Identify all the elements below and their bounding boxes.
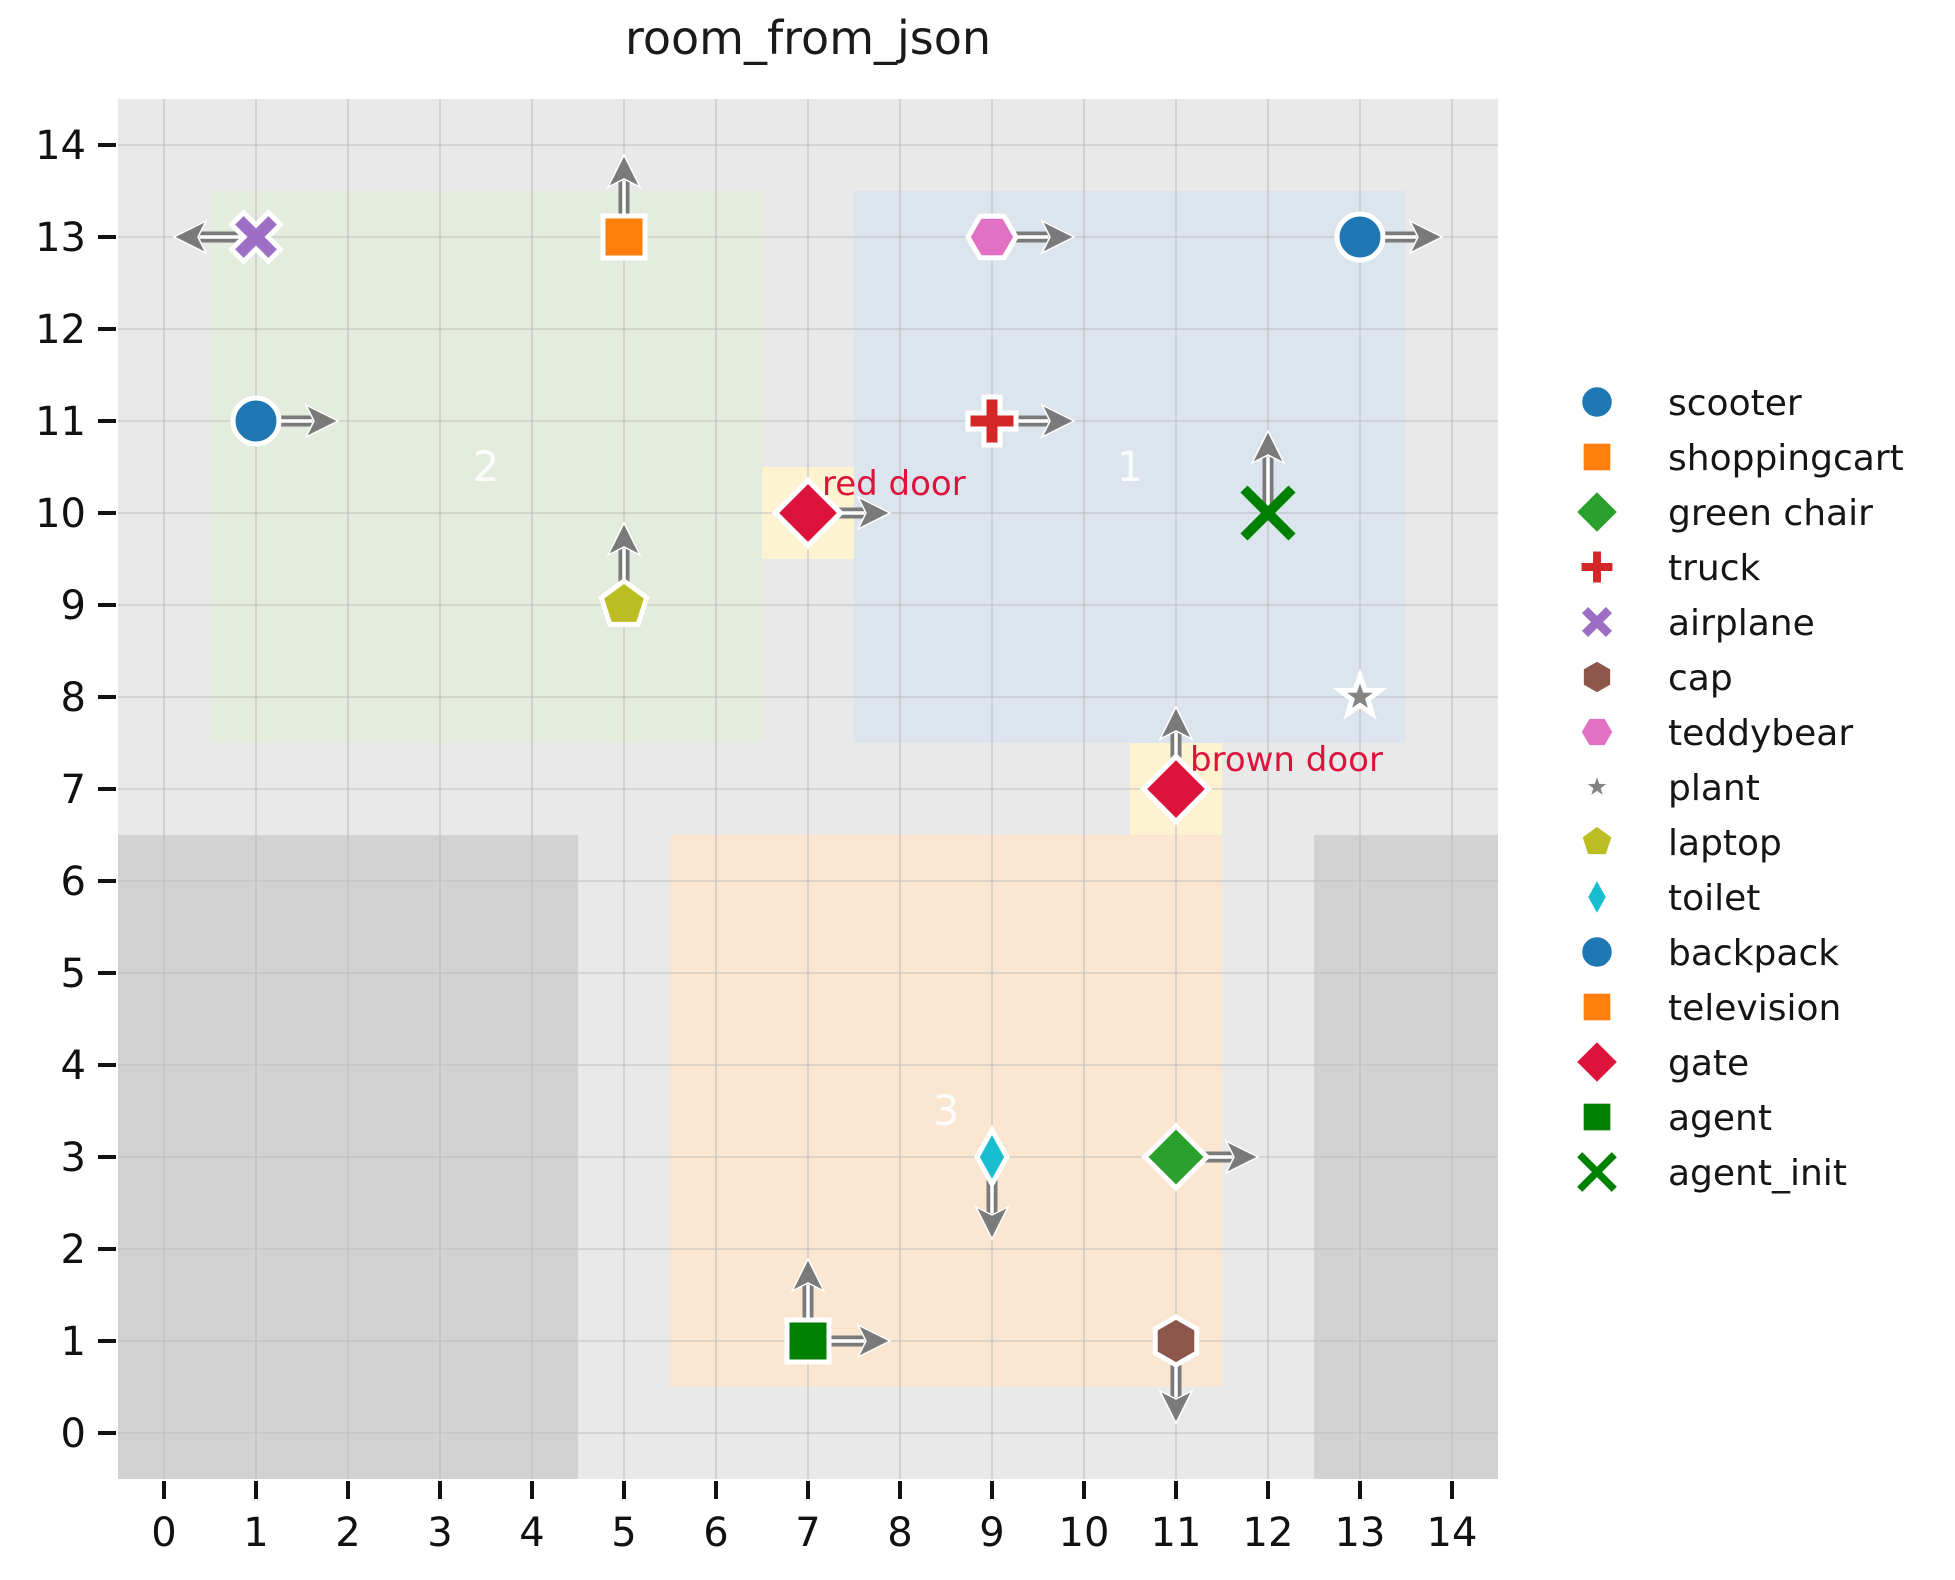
legend-marker-gate <box>1572 1037 1622 1087</box>
room-3-label: 3 <box>933 1086 960 1135</box>
y-tick-label-4: 4 <box>61 1043 86 1089</box>
room-3-area <box>670 835 1222 1387</box>
green-chair-marker <box>1141 1122 1211 1192</box>
legend-label-gate: gate <box>1668 1043 1749 1084</box>
x-tick-label-1: 1 <box>243 1510 268 1556</box>
cap-marker <box>1152 1314 1200 1368</box>
y-tick-label-10: 10 <box>35 491 86 537</box>
red-door-marker <box>771 476 845 550</box>
y-tick-label-6: 6 <box>61 859 86 905</box>
legend-marker-truck <box>1577 547 1617 587</box>
room-2-area <box>210 191 762 743</box>
y-tick-label-3: 3 <box>61 1135 86 1181</box>
plant-marker <box>1332 668 1388 721</box>
legend-label-toilet: toilet <box>1668 878 1760 919</box>
y-tick-label-13: 13 <box>35 215 86 261</box>
x-tick-label-5: 5 <box>611 1510 636 1556</box>
legend-label-laptop: laptop <box>1668 823 1782 864</box>
scooter-marker <box>230 395 282 447</box>
toilet-marker <box>974 1124 1010 1190</box>
legend-marker-plant <box>1577 766 1617 804</box>
legend-marker-toilet <box>1584 873 1610 921</box>
x-tick-label-14: 14 <box>1427 1510 1478 1556</box>
x-tick-label-6: 6 <box>703 1510 728 1556</box>
legend-marker-television <box>1580 990 1614 1024</box>
legend-label-backpack: backpack <box>1668 933 1839 974</box>
y-tick-label-8: 8 <box>61 675 86 721</box>
legend-marker-scooter <box>1578 383 1616 421</box>
backpack-marker <box>1334 211 1386 263</box>
legend-marker-shoppingcart <box>1580 440 1614 474</box>
x-tick-label-0: 0 <box>151 1510 176 1556</box>
room-2-label: 2 <box>473 442 500 491</box>
y-tick-label-9: 9 <box>61 583 86 629</box>
legend-label-plant: plant <box>1668 768 1760 809</box>
room-1-area <box>854 191 1406 743</box>
agent-marker <box>784 1317 832 1365</box>
x-tick-label-10: 10 <box>1059 1510 1110 1556</box>
legend-label-green-chair: green chair <box>1668 493 1873 534</box>
legend-label-airplane: airplane <box>1668 603 1815 644</box>
y-tick-label-7: 7 <box>61 767 86 813</box>
legend-marker-backpack <box>1578 933 1616 971</box>
legend-marker-teddybear <box>1577 715 1617 749</box>
x-tick-label-3: 3 <box>427 1510 452 1556</box>
y-tick-label-5: 5 <box>61 951 86 997</box>
x-tick-label-13: 13 <box>1335 1510 1386 1556</box>
plot-layers: 0 1 2 3 4 5 6 7 8 9 10 11 12 13 1401234567891011121314… <box>35 99 1904 1556</box>
legend-label-cap: cap <box>1668 658 1733 699</box>
x-tick-label-9: 9 <box>979 1510 1004 1556</box>
laptop-marker <box>598 577 650 627</box>
teddybear-marker <box>965 213 1019 261</box>
y-tick-label-1: 1 <box>61 1319 86 1365</box>
legend-marker-cap <box>1580 657 1614 697</box>
airplane-marker <box>228 209 284 265</box>
truck-marker <box>965 394 1019 448</box>
plot-title: room_from_json <box>625 11 991 65</box>
x-tick-label-11: 11 <box>1151 1510 1202 1556</box>
legend-label-television: television <box>1668 988 1841 1029</box>
legend-marker-laptop <box>1578 822 1616 858</box>
x-tick-label-2: 2 <box>335 1510 360 1556</box>
television-marker <box>600 213 648 261</box>
agent-init-marker <box>1240 485 1296 541</box>
legend-marker-agent-init <box>1577 1152 1617 1192</box>
y-tick-label-0: 0 <box>61 1411 86 1457</box>
brown-door-label: brown door <box>1190 740 1383 780</box>
y-tick-label-2: 2 <box>61 1227 86 1273</box>
agent-init-heading-arrow <box>1250 429 1286 513</box>
legend-marker-agent <box>1580 1100 1614 1134</box>
legend-label-truck: truck <box>1668 548 1761 589</box>
x-tick-label-4: 4 <box>519 1510 544 1556</box>
room-1-label: 1 <box>1117 442 1144 491</box>
x-tick-label-8: 8 <box>887 1510 912 1556</box>
legend-marker-green-chair <box>1572 487 1622 537</box>
legend-label-teddybear: teddybear <box>1668 713 1853 754</box>
red-door-label: red door <box>822 464 966 504</box>
legend-marker-airplane <box>1576 601 1618 643</box>
y-tick-label-12: 12 <box>35 307 86 353</box>
legend-label-scooter: scooter <box>1668 383 1802 424</box>
x-tick-label-12: 12 <box>1243 1510 1294 1556</box>
legend-label-agent-init: agent_init <box>1668 1153 1847 1194</box>
x-tick-label-7: 7 <box>795 1510 820 1556</box>
brown-door-marker <box>1139 752 1213 826</box>
legend-label-agent: agent <box>1668 1098 1772 1139</box>
y-tick-label-11: 11 <box>35 399 86 445</box>
y-tick-label-14: 14 <box>35 123 86 169</box>
legend-label-shoppingcart: shoppingcart <box>1668 438 1904 479</box>
